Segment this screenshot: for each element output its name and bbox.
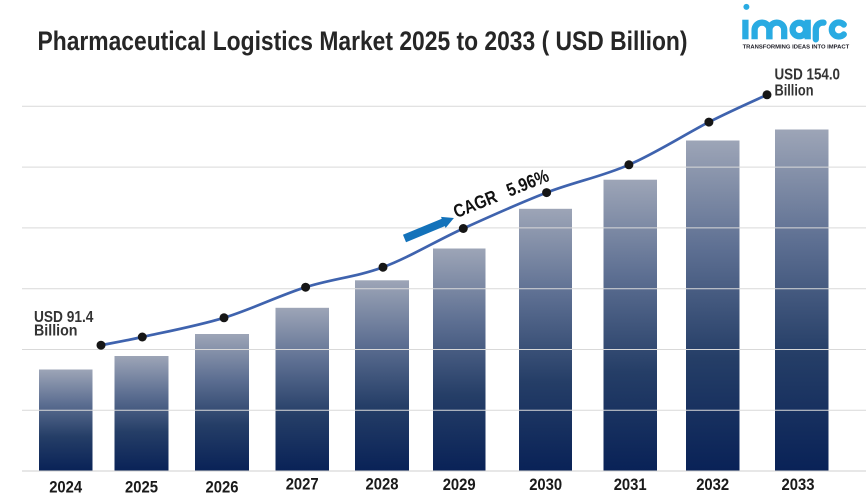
svg-text:2030: 2030: [529, 475, 562, 494]
svg-text:Pharmaceutical Logistics Marke: Pharmaceutical Logistics Market 2025 to …: [38, 26, 688, 56]
svg-text:USD 154.0: USD 154.0: [775, 67, 841, 84]
svg-text:Billion: Billion: [34, 323, 78, 340]
svg-text:2027: 2027: [286, 475, 319, 494]
svg-text:2032: 2032: [696, 475, 729, 494]
svg-text:2028: 2028: [366, 475, 399, 494]
svg-text:USD 91.4: USD 91.4: [34, 309, 93, 326]
svg-text:TRANSFORMING IDEAS INTO IMPACT: TRANSFORMING IDEAS INTO IMPACT: [743, 44, 850, 50]
svg-text:2025: 2025: [125, 478, 158, 497]
svg-text:2026: 2026: [206, 478, 239, 497]
svg-text:2029: 2029: [443, 475, 476, 494]
svg-text:2031: 2031: [614, 475, 647, 494]
svg-text:Billion: Billion: [775, 83, 814, 100]
svg-text:2024: 2024: [49, 478, 82, 497]
svg-text:2033: 2033: [782, 475, 815, 494]
